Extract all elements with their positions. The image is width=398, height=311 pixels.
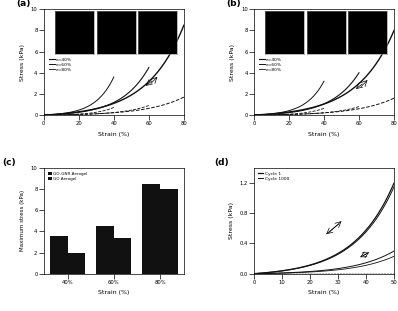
X-axis label: Strain (%): Strain (%) xyxy=(308,132,339,137)
Cycle 1000 xyxy=(252,272,256,276)
Legend: GO-GNR Aerogel, GO Aerogel: GO-GNR Aerogel, GO Aerogel xyxy=(46,170,89,182)
Y-axis label: Maximum stress (kPa): Maximum stress (kPa) xyxy=(20,190,25,251)
Legend: e=40%, e=60%, e=80%: e=40%, e=60%, e=80% xyxy=(47,56,74,74)
Text: (d): (d) xyxy=(215,158,229,167)
Cycle 1 xyxy=(378,207,383,211)
Line: Cycle 1: Cycle 1 xyxy=(254,183,394,274)
Cycle 1 xyxy=(252,272,256,276)
Cycle 1 xyxy=(335,252,340,256)
Line: Cycle 1000: Cycle 1000 xyxy=(254,187,394,274)
Cycle 1 xyxy=(370,221,375,225)
Cycle 1000 xyxy=(337,252,342,255)
Bar xyxy=(68,253,85,274)
Cycle 1000 xyxy=(370,223,375,227)
Y-axis label: Stress (kPa): Stress (kPa) xyxy=(20,44,25,81)
Bar xyxy=(142,184,160,274)
Cycle 1 xyxy=(392,181,396,185)
X-axis label: Strain (%): Strain (%) xyxy=(308,290,339,295)
Legend: e=40%, e=60%, e=80%: e=40%, e=60%, e=80% xyxy=(258,56,284,74)
X-axis label: Strain (%): Strain (%) xyxy=(98,132,129,137)
Cycle 1 xyxy=(252,272,257,276)
Legend: Cycle 1, Cycle 1000: Cycle 1, Cycle 1000 xyxy=(256,170,291,183)
Cycle 1 xyxy=(334,252,339,256)
Text: (a): (a) xyxy=(16,0,30,8)
Y-axis label: Stress (kPa): Stress (kPa) xyxy=(229,202,234,239)
Bar xyxy=(96,226,114,274)
Cycle 1000 xyxy=(335,253,340,257)
Y-axis label: Stress (kPa): Stress (kPa) xyxy=(230,44,235,81)
Cycle 1000 xyxy=(252,272,257,276)
Bar xyxy=(50,236,68,274)
Cycle 1000 xyxy=(378,210,383,214)
X-axis label: Strain (%): Strain (%) xyxy=(98,290,129,295)
Bar xyxy=(114,238,131,274)
Text: (c): (c) xyxy=(2,158,16,167)
Cycle 1000 xyxy=(334,253,339,257)
Bar xyxy=(160,189,178,274)
Cycle 1 xyxy=(337,251,342,254)
Text: (b): (b) xyxy=(226,0,240,8)
Cycle 1000 xyxy=(392,185,396,189)
